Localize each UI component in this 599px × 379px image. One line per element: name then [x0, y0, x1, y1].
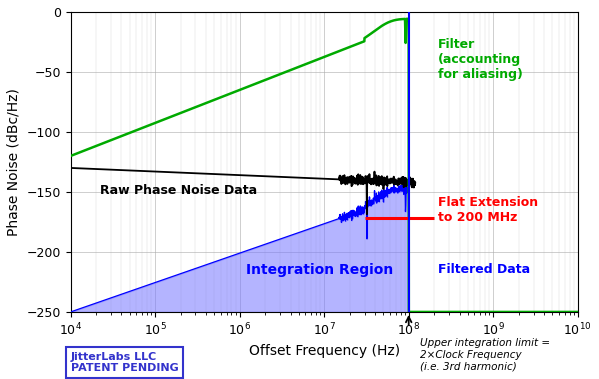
X-axis label: Offset Frequency (Hz): Offset Frequency (Hz) — [249, 344, 400, 358]
Text: JitterLabs LLC
PATENT PENDING: JitterLabs LLC PATENT PENDING — [71, 352, 179, 373]
Text: Raw Phase Noise Data: Raw Phase Noise Data — [99, 183, 256, 197]
Text: Filter
(accounting
for aliasing): Filter (accounting for aliasing) — [438, 38, 522, 81]
Text: Filtered Data: Filtered Data — [438, 263, 530, 276]
Text: Integration Region: Integration Region — [246, 263, 394, 277]
Text: Upper integration limit =
2×Clock Frequency
(i.e. 3rd harmonic): Upper integration limit = 2×Clock Freque… — [420, 338, 550, 371]
Y-axis label: Phase Noise (dBc/Hz): Phase Noise (dBc/Hz) — [7, 88, 21, 236]
Text: Flat Extension
to 200 MHz: Flat Extension to 200 MHz — [438, 196, 538, 224]
